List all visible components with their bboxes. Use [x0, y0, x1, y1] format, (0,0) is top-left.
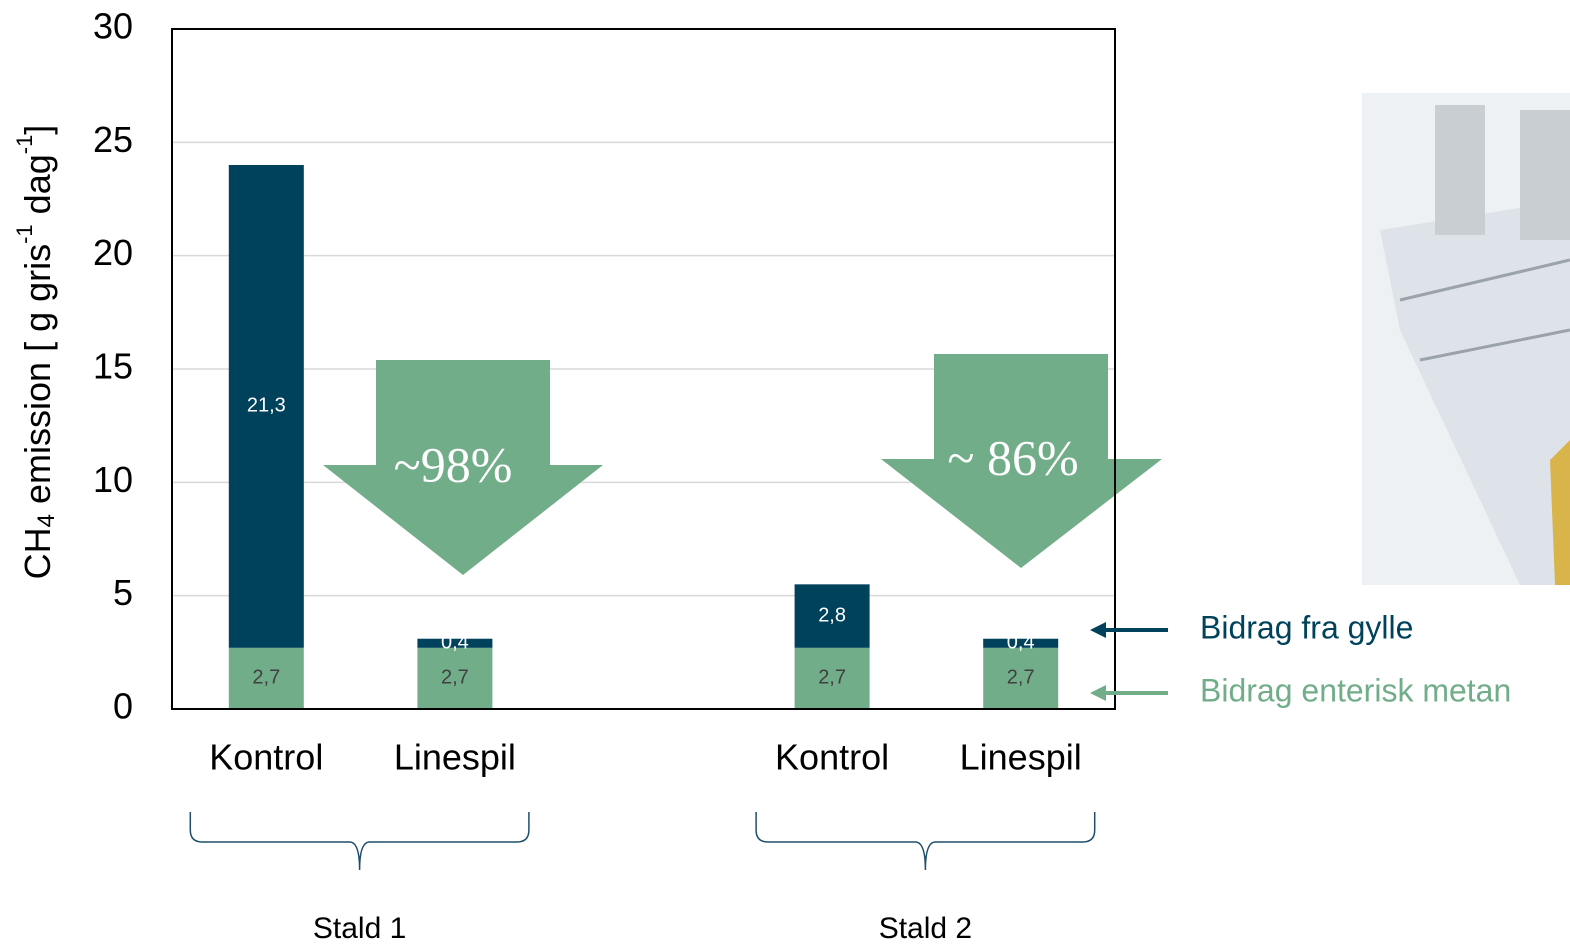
group-label: Stald 1 [313, 912, 406, 945]
y-label-sup: -1 [12, 224, 37, 244]
value-label: 2,7 [1007, 667, 1035, 689]
y-label-part: CH [17, 527, 58, 579]
y-tick-label: 5 [113, 572, 133, 613]
y-tick-label: 0 [113, 686, 133, 727]
x-tick-label: Kontrol [775, 737, 889, 778]
x-tick-label: Linespil [394, 737, 516, 778]
y-label-part: dag [17, 154, 58, 224]
value-label: 0,4 [441, 632, 469, 654]
bar-segment [983, 638, 1059, 648]
y-label-sup: -1 [12, 135, 37, 155]
y-label-part: emission [ g gris [17, 244, 58, 514]
bar-segment [228, 165, 304, 648]
value-label: 2,7 [818, 667, 846, 689]
bar-segment [794, 584, 870, 648]
value-label: 0,4 [1007, 632, 1035, 654]
group-brace [755, 812, 1096, 871]
legend-arrowhead [1090, 622, 1106, 638]
y-tick-label: 20 [93, 232, 133, 273]
plot-frame [171, 28, 1116, 710]
annotation: ~98% [394, 436, 513, 492]
group-label: Stald 2 [879, 912, 972, 945]
group-brace [189, 812, 530, 871]
legend-arrowhead [1090, 685, 1106, 701]
x-tick-label: Kontrol [209, 737, 323, 778]
y-tick-label: 30 [93, 6, 133, 47]
arrow-1 [323, 360, 603, 575]
y-label-part: ] [17, 125, 58, 135]
y-tick-label: 10 [93, 459, 133, 500]
legend-label: Bidrag fra gylle [1200, 609, 1413, 645]
value-label: 2,7 [252, 667, 280, 689]
machine-illustration [1362, 93, 1570, 585]
y-axis-label: CH4 emission [ g gris-1 dag-1] [12, 125, 61, 580]
bar-segment [417, 638, 493, 648]
y-tick-label: 15 [93, 346, 133, 387]
value-label: 2,7 [441, 667, 469, 689]
value-label: 21,3 [247, 395, 286, 417]
bar-segment [794, 647, 870, 709]
bar-segment [983, 647, 1059, 709]
arrow-2 [881, 354, 1162, 568]
value-label: 2,8 [818, 604, 846, 626]
x-tick-label: Linespil [960, 737, 1082, 778]
bar-segment [228, 647, 304, 709]
y-tick-label: 25 [93, 119, 133, 160]
bar-segment [417, 647, 493, 709]
legend-label: Bidrag enterisk metan [1200, 672, 1511, 708]
annotation: ~ 86% [947, 429, 1078, 485]
y-label-sub: 4 [33, 514, 60, 527]
